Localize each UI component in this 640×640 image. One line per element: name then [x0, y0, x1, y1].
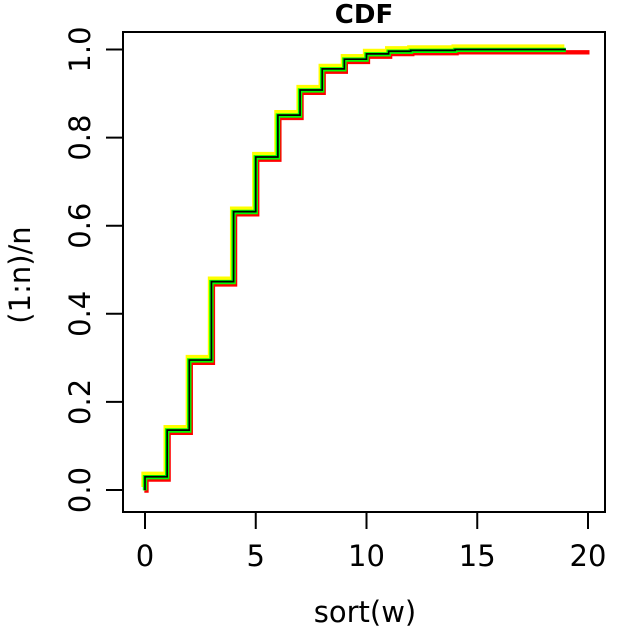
- x-axis: 0 5 10 15 20: [136, 512, 607, 573]
- ecdf-curves: [141, 44, 590, 493]
- y-tick-label: 0.6: [63, 203, 97, 249]
- ecdf-curve-sample-black: [144, 48, 566, 490]
- y-axis: 0.0 0.2 0.4 0.6 0.8 1.0: [63, 26, 123, 513]
- ecdf-curve-sample-red: [144, 50, 590, 493]
- ecdf-curve-sample-yellow: [141, 44, 565, 487]
- x-tick-label: 0: [136, 539, 154, 573]
- y-tick-label: 0.0: [63, 467, 97, 513]
- y-tick-label: 0.2: [63, 379, 97, 425]
- y-tick-label: 1.0: [63, 26, 97, 72]
- ecdf-curve-sample-green: [142, 47, 566, 491]
- x-tick-label: 20: [570, 539, 607, 573]
- x-tick-label: 10: [348, 539, 385, 573]
- y-axis-label: (1:n)/n: [3, 226, 37, 323]
- y-tick-label: 0.8: [63, 115, 97, 161]
- x-tick-label: 15: [459, 539, 496, 573]
- y-tick-label: 0.4: [63, 291, 97, 337]
- x-axis-label: sort(w): [314, 595, 417, 629]
- x-tick-label: 5: [247, 539, 265, 573]
- plot-box: [122, 31, 606, 513]
- chart-title: CDF: [335, 0, 393, 30]
